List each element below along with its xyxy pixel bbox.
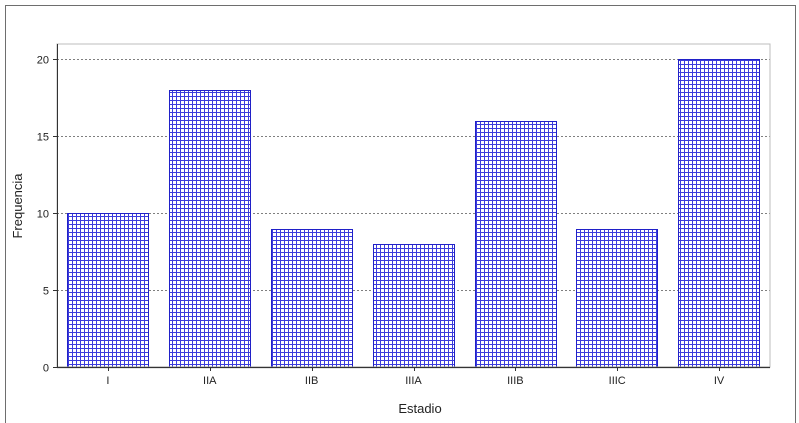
- y-tick-label: 5: [43, 286, 49, 298]
- x-tick-label: IV: [714, 375, 725, 387]
- bar-iiic: [576, 229, 658, 368]
- bar-iia: [169, 90, 251, 368]
- bar-iib: [271, 229, 353, 368]
- x-tick-label: IIA: [203, 375, 217, 387]
- x-tick-label: IIB: [305, 375, 318, 387]
- x-tick-label: IIIB: [507, 375, 524, 387]
- x-tick-label: IIIA: [405, 375, 422, 387]
- bar-iv: [678, 59, 760, 368]
- bar-i: [67, 213, 149, 368]
- bar-iiib: [475, 121, 557, 368]
- y-axis-title: Frequencia: [10, 173, 25, 239]
- y-tick-label: 10: [37, 209, 49, 221]
- bars: [67, 59, 760, 368]
- x-tick-label: IIIC: [609, 375, 626, 387]
- y-tick-label: 0: [43, 363, 49, 375]
- y-tick-label: 20: [37, 55, 49, 67]
- bar-iiia: [373, 244, 455, 368]
- axes: [53, 43, 771, 371]
- x-axis-title: Estadio: [398, 401, 441, 416]
- y-tick-label: 15: [37, 132, 49, 144]
- x-tick-label: I: [106, 375, 109, 387]
